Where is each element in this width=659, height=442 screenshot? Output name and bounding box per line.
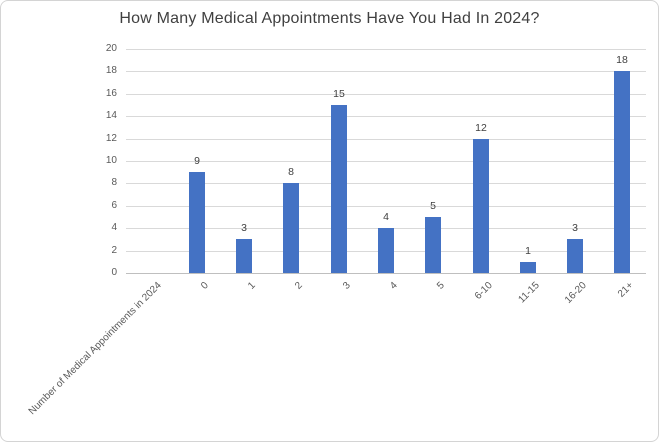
y-tick-label: 18 [105, 65, 117, 76]
bar [236, 239, 252, 273]
chart-title: How Many Medical Appointments Have You H… [119, 10, 540, 27]
bar-value-label: 18 [616, 54, 628, 66]
gridline [126, 183, 646, 184]
bar-value-label: 3 [241, 222, 247, 234]
bar-value-label: 5 [430, 200, 436, 212]
bar [425, 217, 441, 273]
y-tick-label: 14 [105, 110, 117, 121]
bar-value-label: 15 [333, 88, 345, 100]
gridline [126, 139, 646, 140]
bar-value-label: 9 [194, 155, 200, 167]
bar [614, 71, 630, 273]
y-tick-label: 2 [111, 245, 117, 256]
y-tick-label: 8 [111, 177, 117, 188]
bar [520, 262, 536, 273]
gridline [126, 116, 646, 117]
gridline [126, 94, 646, 95]
gridline [126, 161, 646, 162]
bar [473, 139, 489, 273]
bar-value-label: 4 [383, 211, 389, 223]
bar-value-label: 1 [525, 245, 531, 257]
bar-value-label: 8 [288, 166, 294, 178]
bar [567, 239, 583, 273]
bar [331, 105, 347, 273]
x-axis-line [126, 273, 646, 274]
y-tick-label: 20 [105, 43, 117, 54]
bar-value-label: 12 [475, 122, 487, 134]
bar [378, 228, 394, 273]
y-tick-label: 4 [111, 222, 117, 233]
gridline [126, 71, 646, 72]
y-tick-label: 12 [105, 133, 117, 144]
y-tick-label: 0 [111, 267, 117, 278]
bar [283, 183, 299, 273]
y-tick-label: 6 [111, 200, 117, 211]
bar-value-label: 3 [572, 222, 578, 234]
y-tick-label: 16 [105, 88, 117, 99]
bar [189, 172, 205, 273]
y-tick-label: 10 [105, 155, 117, 166]
gridline [126, 49, 646, 50]
gridline [126, 206, 646, 207]
